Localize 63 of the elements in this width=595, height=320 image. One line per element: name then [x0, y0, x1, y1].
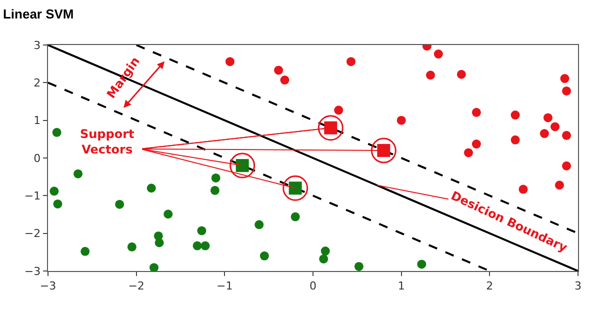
annotation: Support Vectors [80, 127, 135, 157]
point [510, 135, 520, 144]
point [540, 129, 549, 138]
point [562, 86, 572, 96]
point [150, 263, 158, 271]
point [115, 200, 124, 209]
point [254, 220, 264, 230]
point [164, 210, 173, 219]
y-tick-label: 2 [34, 76, 41, 90]
point [154, 238, 164, 248]
point [197, 226, 206, 236]
point [464, 148, 473, 158]
point [510, 110, 520, 120]
point [74, 169, 83, 178]
point [225, 57, 234, 66]
point [260, 251, 269, 260]
point [554, 180, 564, 190]
y-tick-label: −3 [24, 264, 41, 278]
point [319, 254, 328, 264]
point [396, 116, 406, 125]
point [192, 241, 202, 250]
point [543, 113, 552, 122]
point [472, 140, 481, 149]
y-tick-label: 3 [34, 38, 41, 52]
point [280, 76, 290, 85]
x-tick-label: 1 [398, 279, 405, 292]
point [550, 122, 560, 132]
chart-title: Linear SVM [2, 6, 74, 22]
x-tick-label: −2 [128, 279, 144, 292]
y-tick-label: 0 [34, 152, 41, 165]
x-tick-label: 0 [310, 279, 316, 292]
point [426, 70, 435, 80]
point [50, 186, 59, 196]
point [354, 262, 364, 271]
point [434, 50, 443, 59]
point [80, 246, 90, 256]
point [318, 115, 344, 141]
x-tick-label: −1 [216, 279, 233, 292]
point [200, 241, 210, 250]
point [417, 260, 426, 269]
x-tick-label: 2 [486, 279, 494, 292]
point [562, 130, 572, 140]
point [562, 161, 572, 170]
y-tick-label: −1 [24, 190, 41, 203]
point [146, 184, 156, 193]
point [456, 70, 466, 79]
point [211, 173, 220, 182]
point [290, 212, 300, 222]
point [127, 242, 136, 252]
point [346, 57, 356, 66]
point [560, 74, 570, 84]
y-tick-label: −2 [24, 227, 41, 240]
point [210, 186, 220, 195]
point [320, 246, 330, 256]
point [370, 138, 396, 164]
point [518, 184, 528, 194]
point [52, 128, 62, 137]
point [472, 108, 481, 117]
point [274, 66, 284, 75]
y-tick-label: 1 [34, 114, 41, 128]
point [334, 106, 344, 115]
point [53, 199, 62, 208]
x-tick-label: 3 [574, 279, 582, 292]
